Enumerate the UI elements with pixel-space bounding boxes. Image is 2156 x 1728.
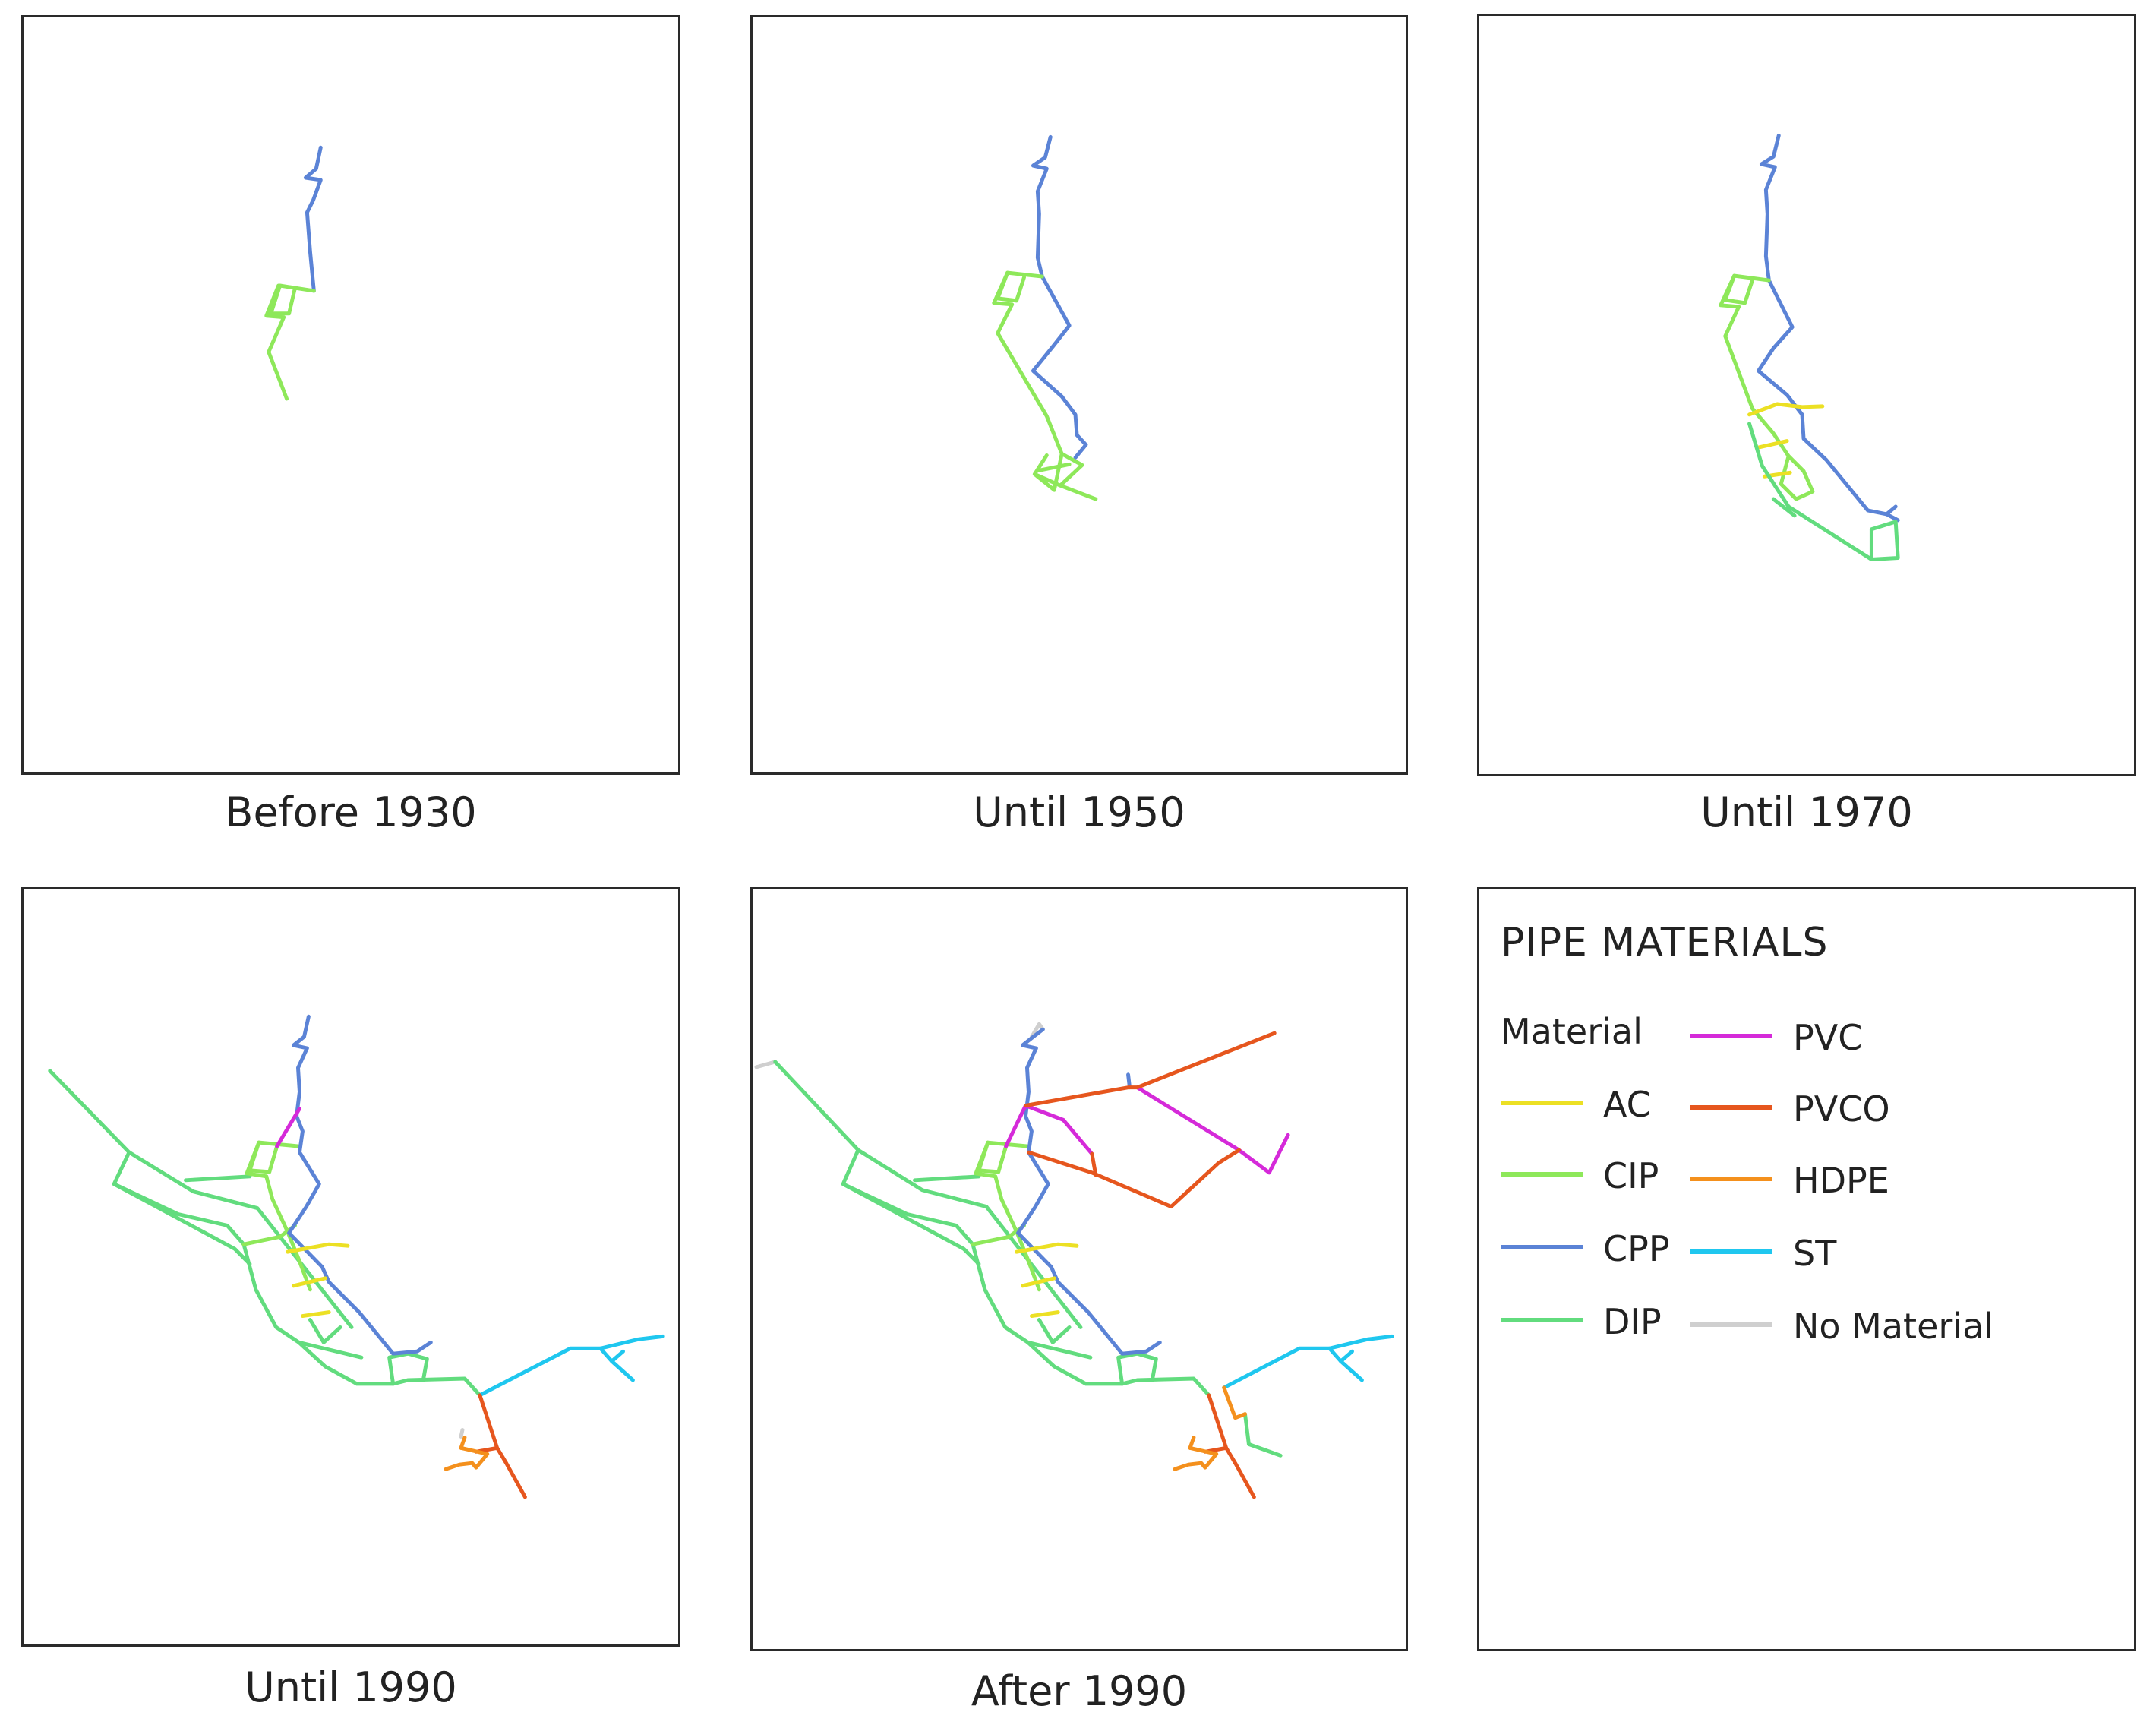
legend-swatch: [1501, 1245, 1583, 1249]
dip-pipes: [1747, 422, 1900, 561]
no-material-pipes: [459, 1428, 465, 1439]
cpp-pipes: [1016, 1027, 1162, 1356]
no-material-pipes: [754, 1022, 1045, 1069]
legend-swatch: [1690, 1177, 1772, 1181]
legend-label: ST: [1793, 1233, 1837, 1274]
ac-pipes: [286, 1242, 350, 1319]
cpp-pipes: [1031, 134, 1088, 460]
ac-pipes: [1015, 1242, 1079, 1319]
legend-item-no-material: No Material: [1690, 1301, 2009, 1347]
map-panel-until-1950: [750, 15, 1408, 775]
st-pipes: [478, 1334, 665, 1398]
legend-swatch: [1690, 1322, 1772, 1327]
legend-item-st: ST: [1690, 1228, 2009, 1274]
st-pipes: [1222, 1334, 1394, 1390]
legend-swatch: [1690, 1105, 1772, 1110]
pvc-pipes: [275, 1106, 301, 1148]
legend-swatch: [1690, 1034, 1772, 1038]
legend-item-cpp: CPP: [1501, 1224, 1820, 1269]
pipe-network-map: [1719, 133, 1900, 561]
cip-pipes: [264, 283, 316, 401]
legend-item-cip: CIP: [1501, 1151, 1820, 1196]
legend-panel: PIPE MATERIALS Material AC CIP CPP DIP P…: [1477, 887, 2136, 1651]
legend-item-dip: DIP: [1501, 1297, 1820, 1342]
legend-label: CPP: [1603, 1228, 1670, 1269]
pvco-pipes: [474, 1393, 527, 1499]
legend-label: PVC: [1793, 1017, 1863, 1058]
legend-swatch: [1501, 1101, 1583, 1105]
panel-caption: Until 1990: [245, 1663, 457, 1711]
legend-label: No Material: [1793, 1306, 1994, 1347]
dip-pipes: [773, 1060, 1283, 1458]
legend-swatch: [1690, 1249, 1772, 1254]
legend-label: HDPE: [1793, 1160, 1889, 1201]
panel-caption: Before 1930: [225, 788, 477, 836]
pipe-network-map: [754, 1022, 1394, 1499]
pipe-network-map: [264, 145, 323, 401]
pvc-pipes: [1004, 1085, 1290, 1175]
legend-swatch: [1501, 1172, 1583, 1177]
panel-caption: After 1990: [971, 1667, 1188, 1715]
cip-pipes: [992, 270, 1098, 501]
pipe-network-map: [48, 1014, 665, 1499]
pvco-pipes: [1024, 1031, 1277, 1499]
panel-caption: Until 1950: [973, 788, 1185, 836]
cpp-pipes: [1756, 133, 1900, 523]
legend-label: CIP: [1603, 1155, 1659, 1196]
cip-pipes: [1719, 273, 1815, 501]
legend-item-pvc: PVC: [1690, 1012, 2009, 1058]
dip-pipes: [48, 1069, 482, 1398]
legend-item-hdpe: HDPE: [1690, 1155, 2009, 1201]
pipe-network-map: [992, 134, 1098, 501]
legend-label: PVCO: [1793, 1088, 1890, 1129]
legend-title: PIPE MATERIALS: [1501, 920, 1829, 965]
cpp-pipes: [303, 145, 323, 293]
legend-subtitle: Material: [1501, 1011, 1643, 1052]
hdpe-pipes: [1173, 1385, 1247, 1471]
legend-swatch: [1501, 1318, 1583, 1322]
legend-label: AC: [1603, 1084, 1651, 1125]
map-panel-after-1990: [750, 887, 1408, 1651]
panel-caption: Until 1970: [1700, 788, 1913, 836]
legend-item-ac: AC: [1501, 1079, 1820, 1125]
map-panel-before-1930: [21, 15, 680, 775]
legend-label: DIP: [1603, 1301, 1662, 1342]
map-panel-until-1990: [21, 887, 680, 1647]
map-panel-until-1970: [1477, 14, 2136, 776]
legend-item-pvco: PVCO: [1690, 1084, 2009, 1129]
cpp-pipes: [287, 1014, 433, 1356]
hdpe-pipes: [444, 1435, 490, 1471]
